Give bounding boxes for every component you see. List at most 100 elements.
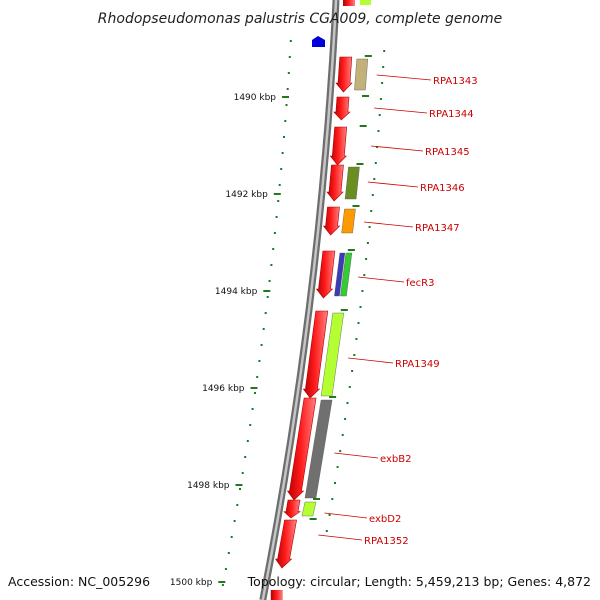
scale-tick-label: 1492 kbp	[225, 190, 268, 200]
gene-boundary-tick	[309, 518, 317, 520]
scale-dot	[262, 328, 265, 330]
scale-dot	[272, 248, 275, 250]
genome-backbone	[259, 0, 340, 600]
scale-tick	[235, 484, 243, 486]
scale-tick-label: 1494 kbp	[215, 287, 258, 297]
gene-boundary-tick	[329, 396, 337, 398]
scale-dot	[268, 280, 271, 282]
outer-dot	[383, 50, 386, 52]
scale-dot	[258, 360, 261, 362]
scale-dot	[239, 488, 241, 490]
gene-label: exbB2	[380, 454, 411, 465]
accession-text: Accession: NC_005296	[8, 574, 150, 589]
partial-gene-arrow	[270, 590, 283, 600]
outer-dot	[339, 450, 342, 452]
map-title: Rhodopseudomonas palustris CGA009, compl…	[98, 11, 502, 27]
outer-dot	[370, 210, 373, 212]
scale-dot	[264, 312, 267, 314]
gene-boundary-tick	[340, 309, 348, 311]
scale-dot	[278, 184, 281, 186]
gene-label: fecR3	[406, 278, 434, 289]
scale-dot	[230, 536, 233, 538]
outer-dot	[376, 146, 379, 148]
outer-dot	[361, 290, 364, 292]
gene-boundary-tick	[352, 205, 360, 207]
outer-dot	[355, 338, 358, 340]
gene-arrows	[275, 55, 372, 569]
gene-arrow	[335, 56, 353, 93]
gene-arrow	[302, 310, 329, 399]
outer-dot	[346, 402, 349, 404]
gene-boundary-tick	[313, 498, 320, 500]
outer-dot	[377, 130, 380, 132]
marker-icon	[312, 36, 325, 47]
scale-dot	[277, 200, 280, 202]
outer-dot	[336, 466, 339, 468]
scale-dot	[244, 456, 247, 458]
scale-tick-label: 1498 kbp	[187, 481, 230, 491]
outer-dot	[334, 482, 336, 484]
outer-dot	[357, 322, 360, 324]
cog-bar	[341, 208, 356, 234]
gene-arrow	[322, 206, 341, 236]
cog-bar	[354, 58, 369, 91]
scale-dot	[283, 136, 285, 138]
outer-dot	[381, 82, 384, 84]
cog-bar	[320, 312, 345, 397]
cog-bar	[334, 252, 346, 297]
outer-dot	[373, 178, 376, 180]
scale-dot	[270, 264, 273, 266]
gene-leader-line	[358, 276, 405, 283]
gene-label: RPA1352	[364, 536, 409, 547]
gene-label: exbD2	[369, 514, 401, 525]
gene-leader-line	[348, 357, 394, 364]
partial-cog-bar	[360, 0, 371, 5]
outer-dot	[365, 258, 368, 260]
scale-ticks: 1490 kbp 1492 kbp 1494 kbp 1496 kbp 1498 kbp…	[170, 93, 289, 588]
outer-dot	[344, 418, 347, 420]
gene-labels: RPA1343 RPA1344 RPA1345 RPA1346 RPA1347 fecR3…	[318, 74, 478, 547]
scale-dot	[221, 584, 224, 586]
gene-leader-line	[318, 534, 363, 541]
outer-dot	[348, 386, 351, 388]
scale-tick-label: 1496 kbp	[202, 384, 245, 394]
scale-dots	[221, 40, 386, 586]
gene-leader-line	[324, 512, 368, 519]
outer-dot	[353, 354, 356, 356]
scale-dot	[288, 56, 291, 58]
gene-label: RPA1344	[429, 109, 474, 120]
scale-dot	[254, 392, 256, 394]
scale-dot	[236, 504, 239, 506]
partial-gene-top	[270, 0, 371, 600]
scale-tick	[218, 581, 226, 583]
scale-dot	[249, 424, 252, 426]
scale-dot	[281, 152, 284, 154]
gene-leader-line	[374, 107, 428, 114]
gene-label: RPA1346	[420, 183, 465, 194]
gene-label: RPA1343	[433, 76, 478, 87]
scale-dot	[246, 440, 249, 442]
scale-tick-label: 1490 kbp	[234, 93, 277, 103]
scale-dot	[284, 120, 287, 122]
gene-boundary-tick	[362, 95, 369, 97]
scale-dot	[285, 104, 288, 106]
outer-dot	[359, 306, 362, 308]
outer-dot	[368, 226, 371, 228]
gene-boundary-tick	[364, 55, 372, 57]
outer-dot	[325, 530, 328, 532]
scale-dot	[233, 520, 236, 522]
gene-arrow	[326, 164, 344, 202]
gene-leader-line	[364, 221, 414, 228]
gene-arrow	[333, 96, 351, 121]
gene-leader-line	[376, 74, 432, 81]
cog-bar	[344, 166, 360, 200]
scale-tick	[273, 193, 281, 195]
gene-arrow	[286, 397, 317, 501]
genome-summary-text: Topology: circular; Length: 5,459,213 bp…	[247, 574, 591, 589]
cog-bar	[301, 501, 317, 517]
gene-boundary-tick	[347, 249, 355, 251]
gene-leader-line	[334, 452, 379, 459]
cog-bar	[304, 399, 333, 499]
gene-label: RPA1347	[415, 223, 460, 234]
gene-arrow	[315, 250, 336, 299]
